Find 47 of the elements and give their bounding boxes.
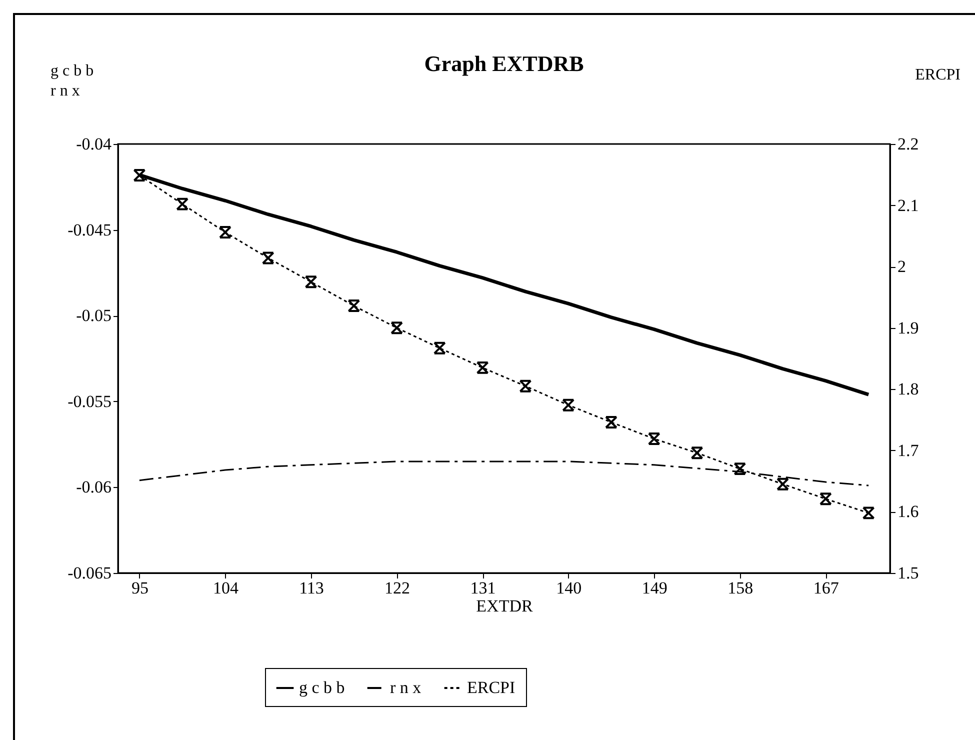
x-tick-label: 122 <box>384 578 410 598</box>
x-tick-label: 131 <box>470 578 496 598</box>
y2-tick-label: 1.6 <box>898 502 919 522</box>
y-tick-label: -0.045 <box>68 220 112 240</box>
point <box>304 276 318 288</box>
x-tick-label: 104 <box>212 578 239 598</box>
x-tick-label: 167 <box>813 578 840 598</box>
point <box>390 322 404 334</box>
y-axis-title: g c b b r n x <box>50 62 94 100</box>
point <box>690 446 704 460</box>
y-tick-label: -0.05 <box>76 306 112 326</box>
point <box>519 380 532 392</box>
y2-tick-label: 1.7 <box>898 440 920 460</box>
point <box>776 478 790 490</box>
y2-tick-label: 1.9 <box>898 318 919 338</box>
x-tick-label: 113 <box>299 578 324 598</box>
y2-axis-title: ERCPI <box>915 66 960 84</box>
point <box>262 252 274 264</box>
point <box>476 361 489 374</box>
point <box>176 198 189 210</box>
legend-label: g c b b <box>299 678 345 697</box>
y2-tick-label: 1.5 <box>898 564 919 582</box>
y2-tick-label: 2.1 <box>898 196 919 215</box>
x-tick-label: 149 <box>642 578 668 598</box>
x-tick-label: 140 <box>556 578 582 598</box>
y2-tick-label: 2.2 <box>898 134 919 154</box>
x-axis-title: EXTDR <box>476 596 534 616</box>
point <box>819 492 832 506</box>
point <box>562 398 575 412</box>
point <box>648 432 660 446</box>
y-tick-label: -0.065 <box>68 564 112 582</box>
point <box>348 300 360 312</box>
point <box>604 416 618 428</box>
legend-label: ERCPI <box>467 678 516 697</box>
point <box>218 226 232 238</box>
point <box>862 506 875 520</box>
legend-label: r n x <box>390 678 422 697</box>
y-tick-label: -0.055 <box>68 392 112 411</box>
x-tick-label: 95 <box>131 578 148 598</box>
point <box>734 462 746 476</box>
y-tick-label: -0.04 <box>76 134 112 154</box>
point <box>433 342 446 354</box>
x-tick-label: 158 <box>728 578 754 598</box>
chart-title: Graph EXTDRB <box>424 51 584 76</box>
y-tick-label: -0.06 <box>76 478 112 497</box>
y2-tick-label: 2 <box>898 257 906 276</box>
y2-tick-label: 1.8 <box>898 380 919 399</box>
